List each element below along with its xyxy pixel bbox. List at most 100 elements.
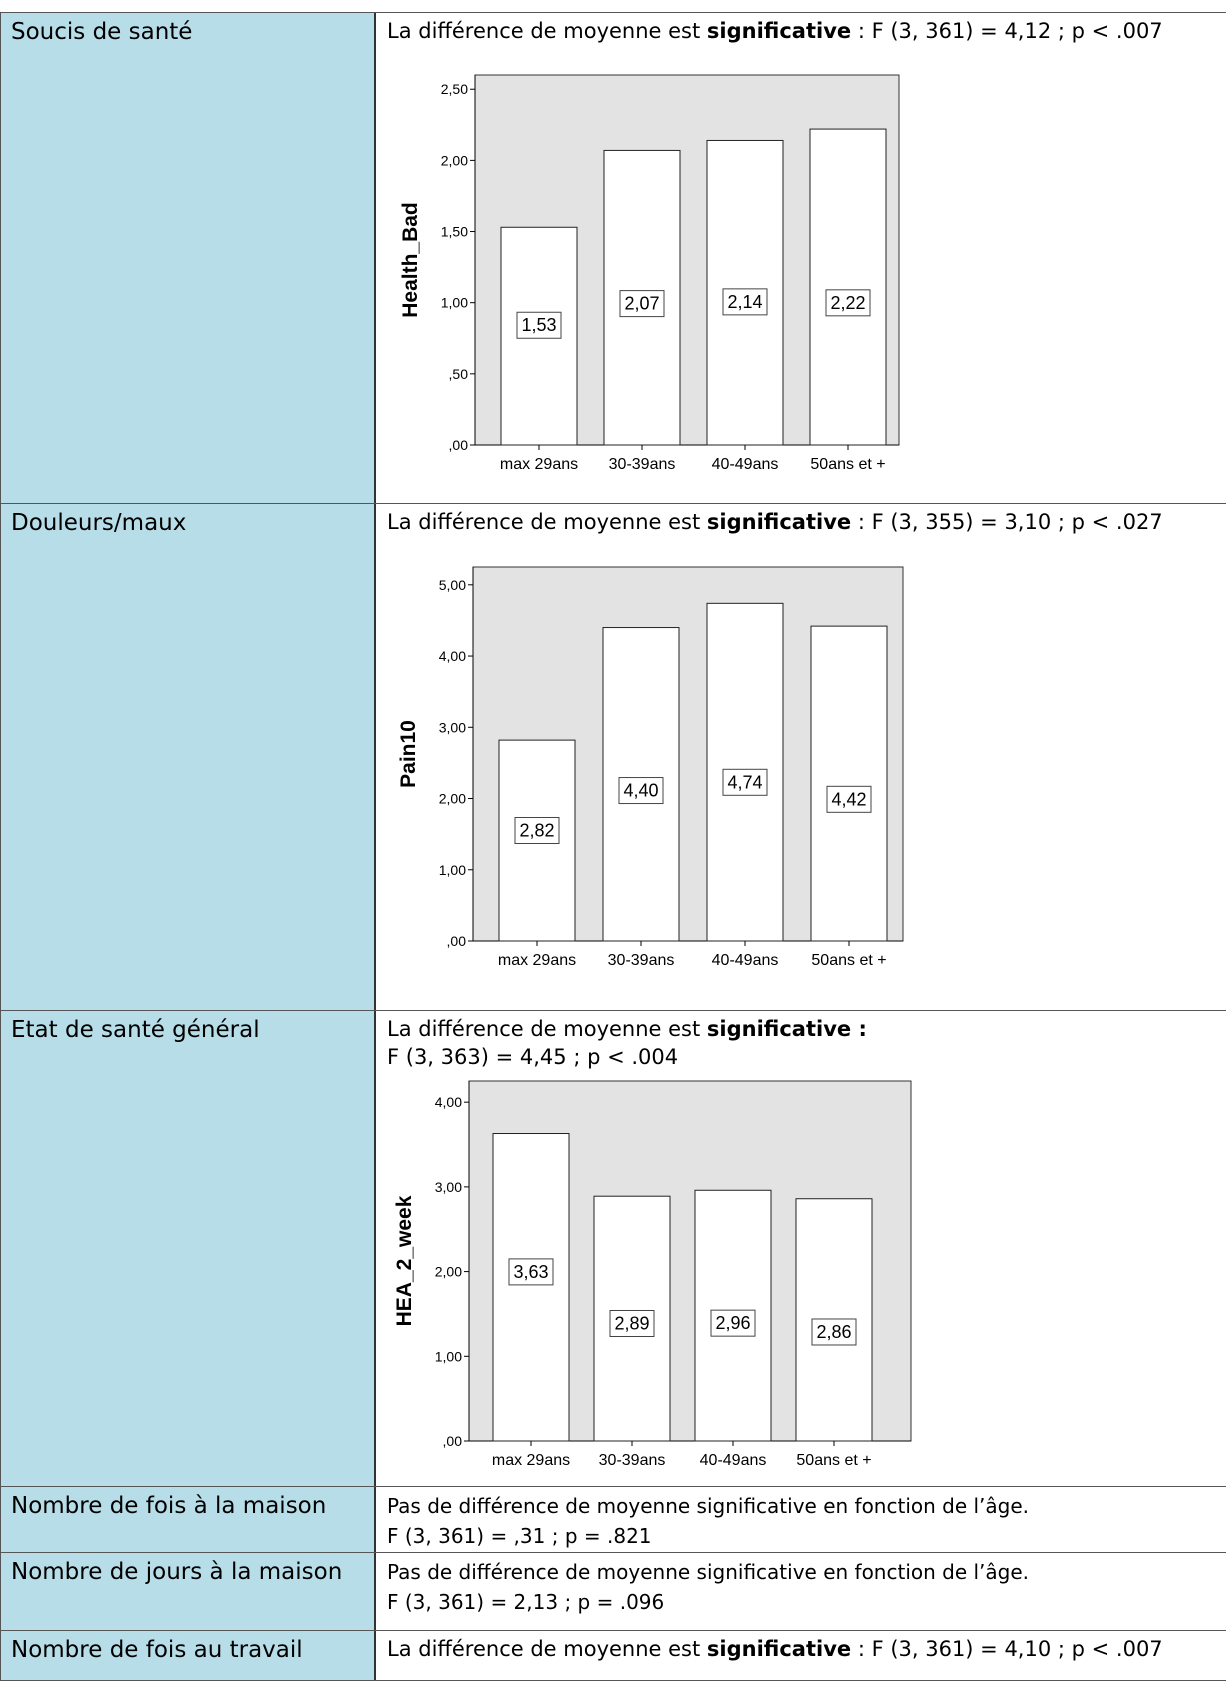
y-tick-label: ,50 — [449, 366, 469, 382]
y-axis-title: Health_Bad — [399, 202, 422, 318]
stat-line-1: Pas de différence de moyenne significati… — [387, 1560, 1030, 1584]
stat-line-1: Pas de différence de moyenne significati… — [387, 1494, 1030, 1518]
stat-prefix: La différence de moyenne est — [387, 1637, 707, 1661]
y-tick-label: ,00 — [449, 437, 469, 453]
y-tick-label: 3,00 — [439, 719, 466, 735]
y-tick-label: 4,00 — [435, 1094, 462, 1110]
x-category-label: 50ans et + — [811, 952, 886, 969]
table-row: Soucis de santé La différence de moyenne… — [0, 12, 1226, 504]
row-label: Douleurs/maux — [11, 510, 187, 536]
y-tick-label: ,00 — [447, 933, 467, 949]
x-category-label: 30-39ans — [599, 1452, 666, 1469]
data-label-box — [516, 311, 562, 339]
row-content-cell: La différence de moyenne est significati… — [377, 504, 1226, 1011]
row-label: Soucis de santé — [11, 19, 193, 45]
data-label-box — [618, 777, 664, 805]
stat-result: La différence de moyenne est significati… — [387, 1015, 867, 1071]
stat-suffix: : F (3, 361) = 4,10 ; p < .007 — [851, 1637, 1163, 1661]
y-axis-title: HEA_2_week — [393, 1195, 416, 1326]
table-row: Douleurs/maux La différence de moyenne e… — [0, 503, 1226, 1011]
row-label-cell: Nombre de jours à la maison — [0, 1553, 376, 1631]
stat-emphasis: significative — [706, 19, 852, 43]
y-tick-label: 3,00 — [435, 1179, 462, 1195]
data-label: 2,89 — [614, 1313, 649, 1333]
row-label-cell: Soucis de santé — [0, 13, 376, 504]
data-label-box — [710, 1309, 756, 1337]
row-label: Etat de santé général — [11, 1017, 260, 1043]
data-label-box — [514, 817, 560, 845]
y-tick-label: 1,00 — [435, 1348, 462, 1364]
row-content-cell: La différence de moyenne est significati… — [377, 1631, 1226, 1680]
y-tick-label: 2,00 — [439, 791, 466, 807]
data-label: 4,42 — [831, 789, 866, 809]
x-category-label: 40-49ans — [712, 456, 779, 473]
stat-result: La différence de moyenne est significati… — [387, 1635, 1163, 1663]
data-label: 4,74 — [727, 772, 762, 792]
y-tick-label: 2,00 — [435, 1264, 462, 1280]
data-label: 2,82 — [519, 821, 554, 841]
data-label-box — [508, 1258, 554, 1286]
data-label-box — [619, 290, 665, 318]
data-label: 2,22 — [830, 293, 865, 313]
x-category-label: 50ans et + — [810, 456, 885, 473]
data-label-box — [722, 288, 768, 316]
row-label-cell: Nombre de fois au travail — [0, 1631, 376, 1680]
x-category-label: 50ans et + — [796, 1452, 871, 1469]
row-content-cell: Pas de différence de moyenne significati… — [377, 1553, 1226, 1631]
stat-prefix: La différence de moyenne est — [387, 1017, 707, 1041]
data-label: 2,14 — [727, 292, 762, 312]
data-label: 1,53 — [521, 315, 556, 335]
y-tick-label: 1,00 — [439, 862, 466, 878]
stat-emphasis: significative — [706, 510, 852, 534]
table-row: Nombre de fois à la maison Pas de différ… — [0, 1486, 1226, 1553]
y-tick-label: ,00 — [443, 1433, 463, 1449]
stat-line-2: F (3, 363) = 4,45 ; p < .004 — [387, 1045, 679, 1069]
x-category-label: 30-39ans — [608, 952, 675, 969]
data-label: 3,63 — [513, 1262, 548, 1282]
stat-prefix: La différence de moyenne est — [387, 510, 707, 534]
stat-line-2: F (3, 361) = 2,13 ; p = .096 — [387, 1590, 665, 1614]
y-tick-label: 2,00 — [441, 152, 468, 168]
y-tick-label: 1,50 — [441, 224, 468, 240]
stat-emphasis: significative — [706, 1637, 852, 1661]
x-category-label: max 29ans — [498, 952, 576, 969]
data-label: 2,86 — [816, 1322, 851, 1342]
row-label-cell: Etat de santé général — [0, 1011, 376, 1487]
x-category-label: 40-49ans — [712, 952, 779, 969]
bar-chart-pain10: ,00 1,00 2,00 3,00 4,00 5,00 Pain10 max 29ans 2,… — [397, 566, 904, 969]
x-category-label: 40-49ans — [700, 1452, 767, 1469]
row-label: Nombre de fois au travail — [11, 1637, 303, 1663]
row-label: Nombre de fois à la maison — [11, 1493, 327, 1519]
stat-emphasis: significative : — [706, 1017, 867, 1041]
y-axis-title: Pain10 — [397, 720, 420, 788]
stat-result: La différence de moyenne est significati… — [387, 508, 1163, 536]
row-label-cell: Douleurs/maux — [0, 504, 376, 1011]
x-category-label: 30-39ans — [609, 456, 676, 473]
bar — [810, 625, 888, 942]
stat-line-2: F (3, 361) = ,31 ; p = .821 — [387, 1524, 652, 1548]
row-label: Nombre de jours à la maison — [11, 1559, 343, 1585]
stat-result: Pas de différence de moyenne significati… — [387, 1491, 1029, 1551]
data-label: 2,96 — [715, 1313, 750, 1333]
row-label-cell: Nombre de fois à la maison — [0, 1487, 376, 1553]
y-tick-label: 4,00 — [439, 648, 466, 664]
data-label: 4,40 — [623, 781, 658, 801]
table-row: Etat de santé général La différence de m… — [0, 1010, 1226, 1487]
stat-result: La différence de moyenne est significati… — [387, 17, 1163, 45]
data-label: 2,07 — [624, 294, 659, 314]
stat-result: Pas de différence de moyenne significati… — [387, 1557, 1029, 1617]
bar — [492, 1133, 570, 1442]
stat-suffix: : F (3, 355) = 3,10 ; p < .027 — [851, 510, 1163, 534]
data-label-box — [826, 785, 872, 813]
table-row: Nombre de jours à la maison Pas de diffé… — [0, 1552, 1226, 1631]
bar — [809, 128, 887, 446]
data-label-box — [722, 768, 768, 796]
data-label-box — [609, 1309, 655, 1337]
data-label-box — [811, 1318, 857, 1346]
y-tick-label: 2,50 — [441, 81, 468, 97]
stat-prefix: La différence de moyenne est — [387, 19, 707, 43]
table-row: Nombre de fois au travail La différence … — [0, 1630, 1226, 1681]
